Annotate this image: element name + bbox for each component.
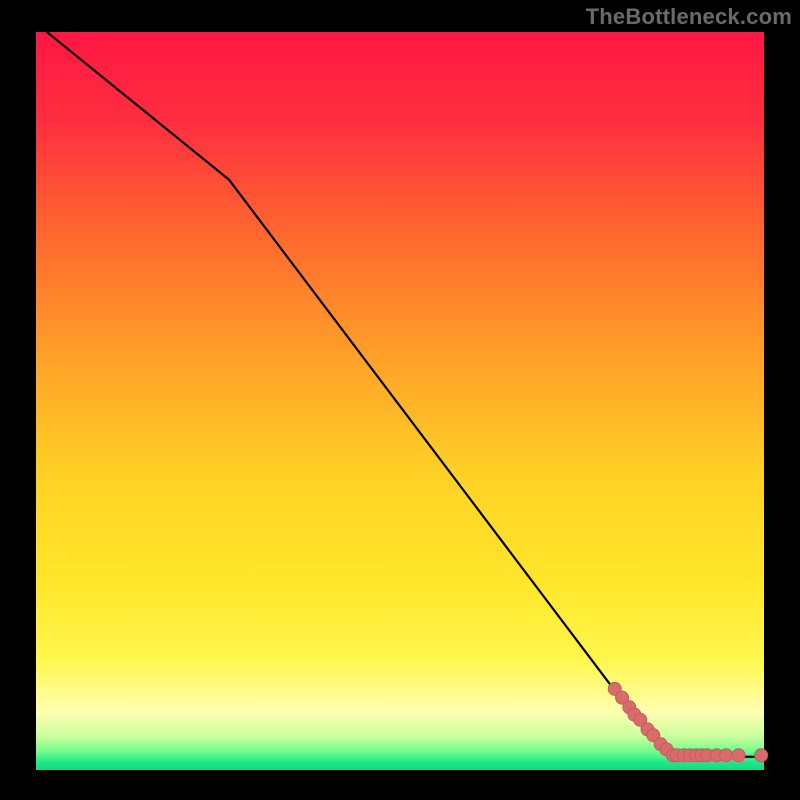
chart-container: TheBottleneck.com	[0, 0, 800, 800]
watermark-text: TheBottleneck.com	[586, 4, 792, 30]
data-point	[720, 749, 733, 762]
data-point	[755, 749, 768, 762]
plot-area	[36, 32, 764, 770]
data-point	[732, 749, 745, 762]
chart-svg	[0, 0, 800, 800]
